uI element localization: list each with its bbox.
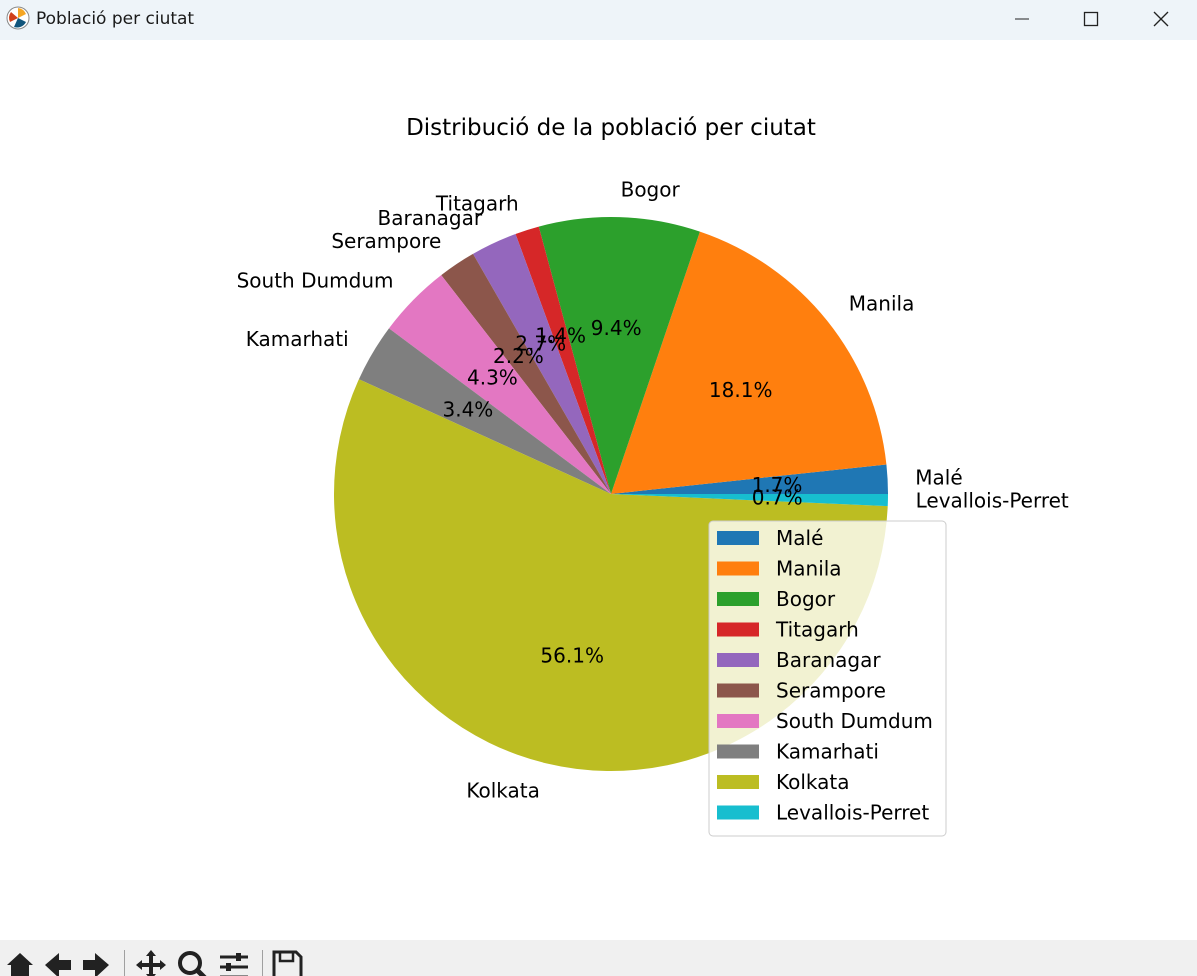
legend-label-kamarhati: Kamarhati <box>776 740 879 764</box>
matplotlib-app-icon <box>6 6 30 30</box>
pie-slice-serampore <box>441 253 611 494</box>
pie-chart: Distribució de la població per ciutat Ma… <box>237 115 1069 837</box>
slice-percent-kamarhati: 3.4% <box>442 397 493 421</box>
slice-label-south-dumdum: South Dumdum <box>237 269 394 293</box>
legend-swatch-bogor <box>717 592 759 606</box>
slice-label-kamarhati: Kamarhati <box>246 327 349 351</box>
chart-legend: Malé Manila Bogor Titagarh Baranagar Serampor… <box>708 520 947 837</box>
legend-label-bogor: Bogor <box>776 587 836 611</box>
slice-label-manila: Manila <box>849 292 915 316</box>
close-icon <box>1153 11 1169 27</box>
slice-percent-bogor: 9.4% <box>591 316 642 340</box>
legend-swatch-baranagar <box>717 653 759 667</box>
legend-swatch-south-dumdum <box>717 714 759 728</box>
legend-swatch-manila <box>717 561 759 576</box>
maximize-icon <box>1083 11 1099 27</box>
slice-percent-male: 1.7% <box>752 473 803 497</box>
legend-label-south-dumdum: South Dumdum <box>776 709 933 733</box>
pie-slice-kamarhati <box>358 328 611 494</box>
legend-label-manila: Manila <box>776 557 842 581</box>
legend-swatch-serampore <box>717 683 759 698</box>
zoom-icon[interactable] <box>175 948 209 976</box>
back-icon[interactable] <box>41 948 75 976</box>
pan-icon[interactable] <box>134 948 168 976</box>
legend-label-male: Malé <box>776 526 823 550</box>
forward-icon[interactable] <box>79 948 113 976</box>
maximize-button[interactable] <box>1056 0 1126 38</box>
legend-frame <box>708 520 947 837</box>
chart-title: Distribució de la població per ciutat <box>406 115 816 141</box>
slice-label-bogor: Bogor <box>621 178 681 202</box>
slice-label-titagarh: Titagarh <box>435 192 519 216</box>
slice-label-kolkata: Kolkata <box>466 778 540 802</box>
slice-percent-kolkata: 56.1% <box>540 644 604 668</box>
legend-swatch-levallois-perret <box>717 805 759 820</box>
slice-percent-manila: 18.1% <box>709 378 773 402</box>
slice-percent-south-dumdum: 4.3% <box>467 366 518 390</box>
configure-subplots-icon[interactable] <box>217 948 251 976</box>
legend-swatch-male <box>717 531 759 545</box>
pie-slice-baranagar <box>473 233 611 494</box>
pie-slice-levallois-perret <box>611 494 888 507</box>
slice-label-serampore: Serampore <box>331 229 441 253</box>
slice-percent-titagarh: 1.4% <box>535 324 586 348</box>
pie-slice-south-dumdum <box>388 275 611 494</box>
slice-label-male: Malé <box>915 466 962 490</box>
legend-swatch-titagarh <box>717 622 759 637</box>
toolbar-separator <box>124 950 125 976</box>
close-button[interactable] <box>1126 0 1196 38</box>
slice-label-baranagar: Baranagar <box>378 206 483 230</box>
save-icon[interactable] <box>270 948 304 976</box>
slice-percent-levallois-perret: 0.7% <box>752 486 803 510</box>
window-title: Població per ciutat <box>36 9 195 29</box>
minimize-button[interactable] <box>987 0 1057 38</box>
legend-swatch-kamarhati <box>717 744 759 759</box>
toolbar-separator <box>262 950 263 976</box>
pie-slice-male <box>611 464 888 494</box>
legend-label-baranagar: Baranagar <box>776 648 881 672</box>
legend-swatch-kolkata <box>717 775 759 789</box>
slice-percent-serampore: 2.2% <box>493 344 544 368</box>
home-icon[interactable] <box>3 948 37 976</box>
legend-label-serampore: Serampore <box>776 679 886 703</box>
figure-canvas[interactable]: Distribució de la població per ciutat Ma… <box>0 40 1197 940</box>
pie-slice-bogor <box>538 216 700 494</box>
legend-label-kolkata: Kolkata <box>776 770 850 794</box>
pie-slice-titagarh <box>515 226 611 494</box>
legend-label-levallois-perret: Levallois-Perret <box>776 801 929 825</box>
minimize-icon <box>1015 18 1029 20</box>
slice-percent-baranagar: 2.7% <box>515 331 566 355</box>
slice-label-levallois-perret: Levallois-Perret <box>916 489 1069 513</box>
pie-slice-manila <box>611 231 887 494</box>
navigation-toolbar <box>0 940 1197 976</box>
legend-label-titagarh: Titagarh <box>775 618 859 642</box>
title-bar: Població per ciutat <box>0 0 1197 40</box>
